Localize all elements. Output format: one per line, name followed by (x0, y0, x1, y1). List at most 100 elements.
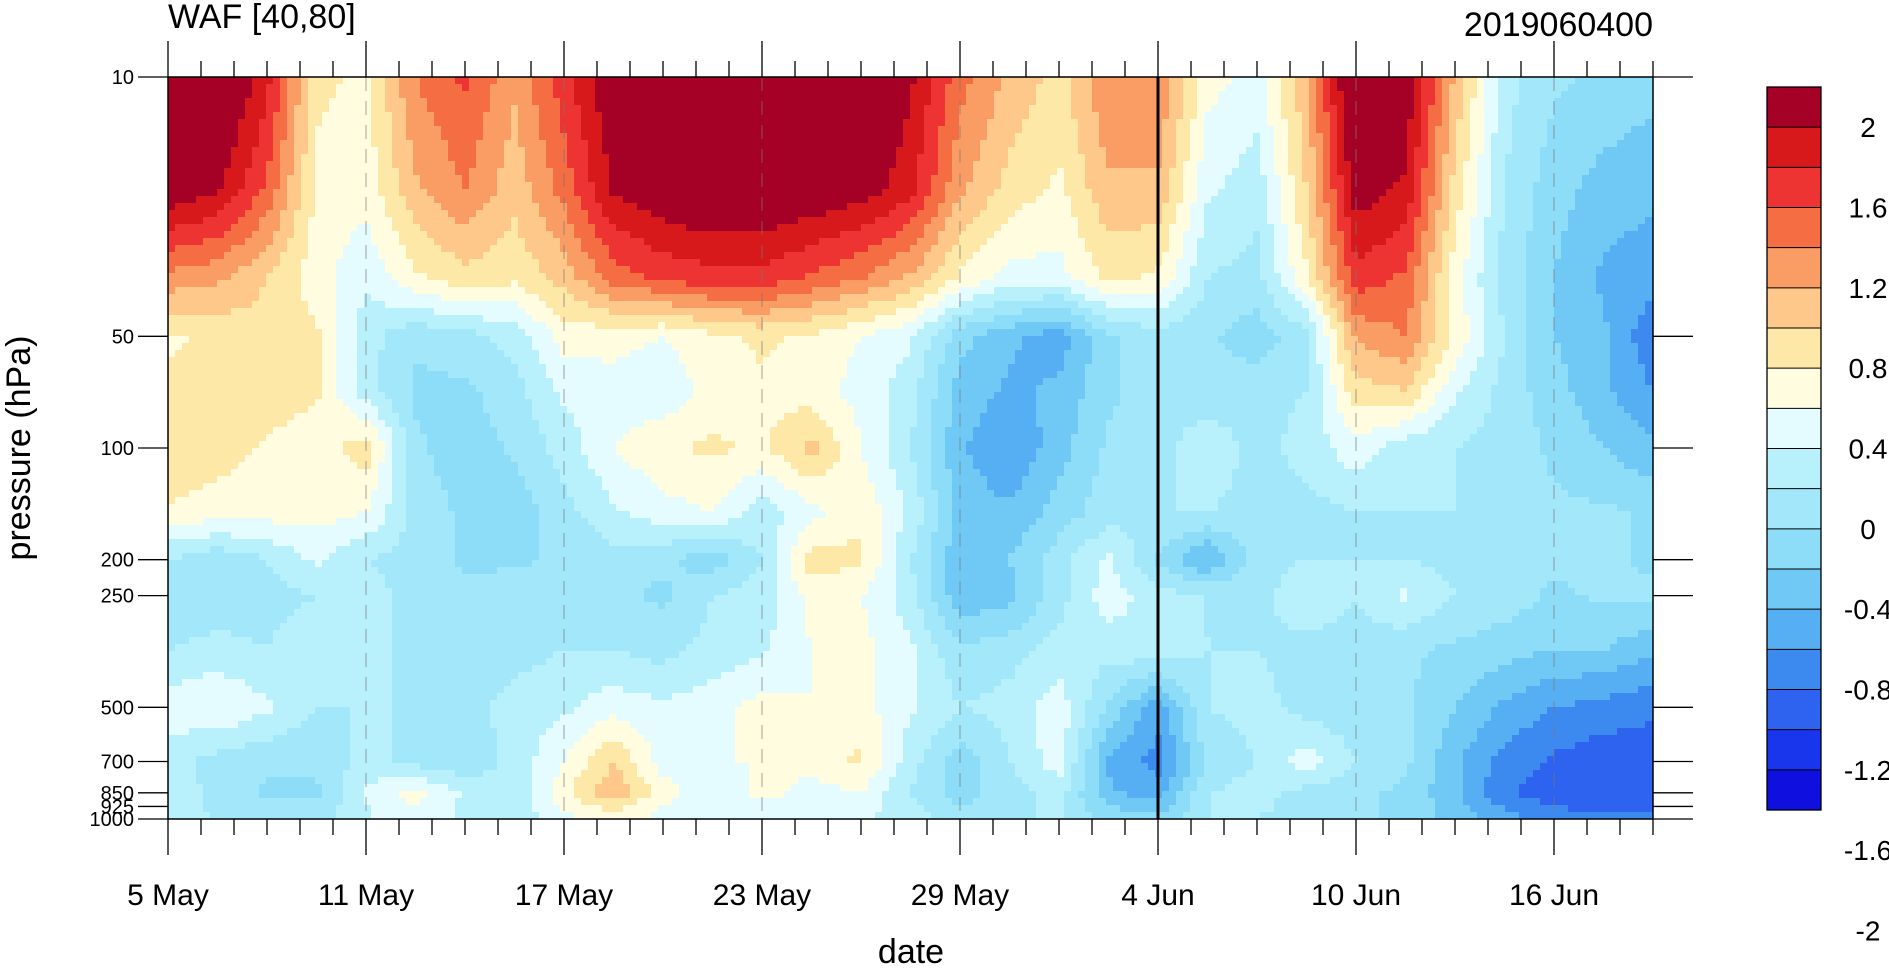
field-cell (399, 98, 407, 106)
field-cell (770, 147, 778, 155)
field-cell (1456, 133, 1464, 141)
field-cell (1204, 182, 1212, 190)
field-cell (399, 154, 407, 162)
field-cell (938, 217, 946, 225)
field-cell (686, 77, 694, 85)
field-cell (1330, 112, 1338, 120)
field-cell (1351, 217, 1359, 225)
field-cell (1547, 84, 1555, 92)
field-cell (756, 84, 764, 92)
field-cell (665, 77, 673, 85)
field-cell (791, 196, 799, 204)
field-cell (1274, 203, 1282, 211)
field-cell (630, 217, 638, 225)
field-cell (910, 210, 918, 218)
field-cell (1400, 217, 1408, 225)
field-cell (546, 119, 554, 127)
field-cell (742, 231, 750, 239)
field-cell (826, 161, 834, 169)
field-cell (210, 154, 218, 162)
field-cell (616, 182, 624, 190)
field-cell (1393, 133, 1401, 141)
field-cell (1547, 231, 1555, 239)
field-cell (896, 133, 904, 141)
field-cell (1169, 98, 1177, 106)
field-cell (1638, 224, 1646, 232)
field-cell (1029, 189, 1037, 197)
field-cell (1197, 105, 1205, 113)
field-cell (1148, 112, 1156, 120)
field-cell (1246, 91, 1254, 99)
field-cell (546, 161, 554, 169)
field-cell (1281, 168, 1289, 176)
field-cell (1113, 154, 1121, 162)
field-cell (1519, 119, 1527, 127)
field-cell (1358, 126, 1366, 134)
field-cell (1428, 112, 1436, 120)
field-cell (427, 147, 435, 155)
field-cell (1505, 217, 1513, 225)
field-cell (1092, 147, 1100, 155)
field-cell (1631, 175, 1639, 183)
field-cell (455, 119, 463, 127)
field-cell (315, 126, 323, 134)
field-cell (602, 98, 610, 106)
field-cell (1316, 126, 1324, 134)
field-cell (1050, 231, 1058, 239)
field-cell (665, 196, 673, 204)
field-cell (1596, 84, 1604, 92)
field-cell (217, 182, 225, 190)
field-cell (1344, 182, 1352, 190)
field-cell (973, 203, 981, 211)
field-cell (175, 126, 183, 134)
field-cell (693, 84, 701, 92)
field-cell (504, 112, 512, 120)
field-cell (1442, 84, 1450, 92)
field-cell (1281, 154, 1289, 162)
field-cell (378, 84, 386, 92)
field-cell (889, 105, 897, 113)
field-cell (1239, 154, 1247, 162)
field-cell (1603, 224, 1611, 232)
field-cell (1309, 203, 1317, 211)
field-cell (490, 168, 498, 176)
field-cell (931, 133, 939, 141)
field-cell (1211, 98, 1219, 106)
field-cell (938, 196, 946, 204)
field-cell (1225, 112, 1233, 120)
field-cell (994, 189, 1002, 197)
field-cell (1253, 224, 1261, 232)
field-cell (238, 161, 246, 169)
field-cell (1575, 175, 1583, 183)
field-cell (952, 133, 960, 141)
field-cell (203, 119, 211, 127)
field-cell (742, 140, 750, 148)
field-cell (1225, 168, 1233, 176)
field-cell (210, 210, 218, 218)
field-cell (1176, 217, 1184, 225)
field-cell (1253, 126, 1261, 134)
field-cell (1596, 147, 1604, 155)
field-cell (357, 196, 365, 204)
field-cell (693, 154, 701, 162)
field-cell (1351, 168, 1359, 176)
field-cell (819, 231, 827, 239)
field-cell (1246, 105, 1254, 113)
field-cell (791, 231, 799, 239)
field-cell (1085, 189, 1093, 197)
field-cell (1435, 105, 1443, 113)
field-cell (819, 126, 827, 134)
field-cell (1106, 196, 1114, 204)
field-cell (945, 91, 953, 99)
field-cell (700, 168, 708, 176)
field-cell (168, 98, 176, 106)
field-cell (245, 210, 253, 218)
field-cell (511, 217, 519, 225)
field-cell (490, 224, 498, 232)
field-cell (259, 175, 267, 183)
field-cell (945, 98, 953, 106)
field-cell (602, 175, 610, 183)
field-cell (1169, 119, 1177, 127)
field-cell (574, 175, 582, 183)
field-cell (567, 203, 575, 211)
